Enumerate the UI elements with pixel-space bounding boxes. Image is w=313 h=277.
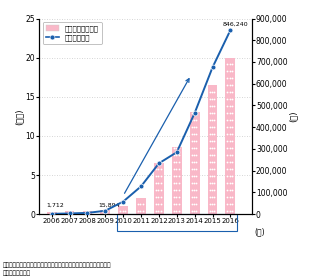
- Text: 846,240: 846,240: [222, 22, 248, 27]
- Bar: [190, 112, 200, 214]
- Bar: [136, 198, 146, 214]
- Bar: [100, 209, 110, 214]
- Bar: [65, 211, 74, 214]
- Bar: [83, 211, 92, 214]
- Text: (年): (年): [254, 227, 264, 236]
- Y-axis label: (千台): (千台): [15, 108, 24, 125]
- Bar: [117, 214, 237, 231]
- Text: 資料）（公財）交通エコロジー・モビリティ財団ウェブサイトより国
　　土交通省作成: 資料）（公財）交通エコロジー・モビリティ財団ウェブサイトより国 土交通省作成: [3, 263, 112, 276]
- Bar: [208, 85, 218, 214]
- Bar: [172, 147, 182, 214]
- Bar: [47, 212, 57, 214]
- Legend: 車両台数（千台）, 会員数（人）: 車両台数（千台）, 会員数（人）: [43, 22, 102, 44]
- Text: 15,894: 15,894: [98, 203, 120, 208]
- Bar: [118, 206, 128, 214]
- Text: 1,712: 1,712: [46, 203, 64, 208]
- Bar: [225, 58, 235, 214]
- Bar: [154, 163, 164, 214]
- Y-axis label: (人): (人): [289, 111, 298, 122]
